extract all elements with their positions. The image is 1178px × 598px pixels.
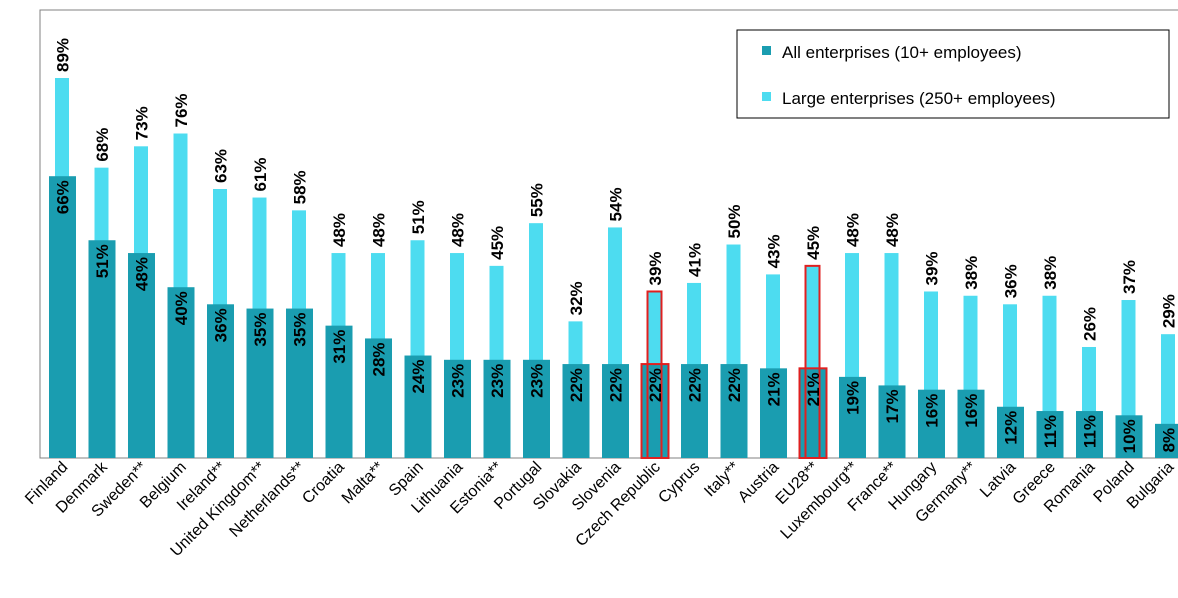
data-label-large-spain: 51% — [409, 200, 428, 234]
data-label-all-lithuania: 23% — [449, 364, 468, 398]
data-label-all-united-kingdom: 35% — [251, 313, 270, 347]
data-label-large-estonia: 45% — [488, 226, 507, 260]
data-label-large-cyprus: 41% — [686, 243, 705, 277]
data-label-large-portugal: 55% — [528, 183, 547, 217]
data-label-all-croatia: 31% — [330, 330, 349, 364]
data-label-large-germany: 38% — [962, 256, 981, 290]
data-label-all-luxembourg: 19% — [844, 381, 863, 415]
data-label-large-sweden: 73% — [133, 106, 152, 140]
data-label-all-portugal: 23% — [528, 364, 547, 398]
data-label-all-france: 17% — [883, 389, 902, 423]
data-label-all-denmark: 51% — [93, 244, 112, 278]
data-label-large-greece: 38% — [1041, 256, 1060, 290]
legend: All enterprises (10+ employees) Large en… — [737, 30, 1169, 118]
data-label-all-austria: 21% — [765, 372, 784, 406]
data-label-all-estonia: 23% — [488, 364, 507, 398]
data-label-all-italy: 22% — [725, 368, 744, 402]
data-label-all-slovenia: 22% — [607, 368, 626, 402]
data-label-all-belgium: 40% — [172, 291, 191, 325]
data-label-large-hungary: 39% — [923, 251, 942, 285]
data-label-large-finland: 89% — [54, 38, 73, 72]
data-label-large-eu28: 45% — [804, 226, 823, 260]
data-label-all-poland: 10% — [1120, 419, 1139, 453]
data-label-large-romania: 26% — [1081, 307, 1100, 341]
data-label-all-finland: 66% — [54, 180, 73, 214]
data-label-large-luxembourg: 48% — [844, 213, 863, 247]
data-label-all-germany: 16% — [962, 394, 981, 428]
data-label-all-czech-republic: 22% — [646, 368, 665, 402]
data-label-all-greece: 11% — [1041, 415, 1060, 448]
data-label-large-united-kingdom: 61% — [251, 158, 270, 192]
data-label-all-bulgaria: 8% — [1160, 428, 1178, 453]
legend-swatch-large-enterprises — [762, 92, 771, 101]
legend-label-all-enterprises: All enterprises (10+ employees) — [782, 43, 1022, 62]
data-label-all-hungary: 16% — [923, 394, 942, 428]
legend-label-large-enterprises: Large enterprises (250+ employees) — [782, 89, 1056, 108]
bar-all-finland — [49, 176, 76, 458]
data-label-large-denmark: 68% — [93, 128, 112, 162]
data-label-large-poland: 37% — [1120, 260, 1139, 294]
data-label-large-austria: 43% — [765, 234, 784, 268]
data-label-large-netherlands: 58% — [291, 170, 310, 204]
data-label-large-slovenia: 54% — [607, 187, 626, 221]
data-label-all-sweden: 48% — [133, 257, 152, 291]
data-label-all-spain: 24% — [409, 360, 428, 394]
category-label-malta: Malta** — [339, 459, 387, 507]
data-label-all-eu28: 21% — [804, 372, 823, 406]
data-label-all-slovakia: 22% — [567, 368, 586, 402]
data-label-large-malta: 48% — [370, 213, 389, 247]
category-label-cyprus: Cyprus — [655, 459, 703, 507]
data-label-large-bulgaria: 29% — [1160, 294, 1178, 328]
legend-swatch-all-enterprises — [762, 46, 771, 55]
data-label-large-france: 48% — [883, 213, 902, 247]
data-label-large-lithuania: 48% — [449, 213, 468, 247]
data-label-large-ireland: 63% — [212, 149, 231, 183]
data-label-all-latvia: 12% — [1002, 411, 1021, 445]
data-label-all-romania: 11% — [1081, 415, 1100, 448]
data-label-large-belgium: 76% — [172, 93, 191, 127]
data-label-all-netherlands: 35% — [291, 313, 310, 347]
data-label-large-latvia: 36% — [1002, 264, 1021, 298]
data-label-large-croatia: 48% — [330, 213, 349, 247]
data-label-large-italy: 50% — [725, 204, 744, 238]
data-label-large-czech-republic: 39% — [646, 251, 665, 285]
data-label-all-ireland: 36% — [212, 308, 231, 342]
category-label-croatia: Croatia — [299, 459, 348, 508]
data-label-large-slovakia: 32% — [567, 281, 586, 315]
data-label-all-cyprus: 22% — [686, 368, 705, 402]
data-label-all-malta: 28% — [370, 342, 389, 376]
